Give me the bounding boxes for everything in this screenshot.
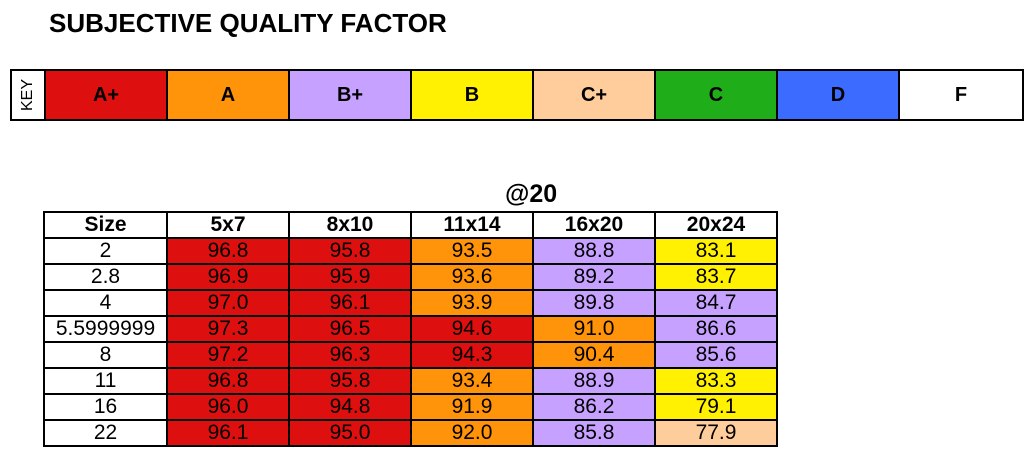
score-cell: 95.9 — [288, 263, 412, 291]
size-cell: 22 — [43, 419, 168, 447]
score-cell: 93.4 — [410, 367, 534, 395]
size-cell: 4 — [43, 289, 168, 317]
size-cell: 2 — [43, 237, 168, 265]
grade-swatch: C+ — [534, 71, 656, 119]
score-cell: 96.5 — [288, 315, 412, 343]
score-cell: 91.9 — [410, 393, 534, 421]
score-cell: 97.3 — [166, 315, 290, 343]
score-cell: 93.5 — [410, 237, 534, 265]
table-row: 4 97.0 96.1 93.9 89.8 84.7 — [43, 289, 778, 317]
grade-swatch: B+ — [290, 71, 412, 119]
score-cell: 86.6 — [654, 315, 778, 343]
score-cell: 95.0 — [288, 419, 412, 447]
score-cell: 96.1 — [166, 419, 290, 447]
score-cell: 96.9 — [166, 263, 290, 291]
quality-table: Size 5x7 8x10 11x14 16x20 20x24 2 96.8 95.… — [43, 211, 778, 447]
score-cell: 85.6 — [654, 341, 778, 369]
score-cell: 83.7 — [654, 263, 778, 291]
column-header: Size — [43, 211, 168, 239]
column-header: 11x14 — [410, 211, 534, 239]
table-row: 2.8 96.9 95.9 93.6 89.2 83.7 — [43, 263, 778, 291]
score-cell: 97.2 — [166, 341, 290, 369]
score-cell: 85.8 — [532, 419, 656, 447]
table-caption: @20 — [505, 180, 558, 208]
grade-swatch: D — [778, 71, 900, 119]
score-cell: 77.9 — [654, 419, 778, 447]
score-cell: 84.7 — [654, 289, 778, 317]
score-cell: 94.3 — [410, 341, 534, 369]
table-row: 5.5999999 97.3 96.5 94.6 91.0 86.6 — [43, 315, 778, 343]
score-cell: 91.0 — [532, 315, 656, 343]
key-label-text: KEY — [19, 78, 37, 112]
size-cell: 8 — [43, 341, 168, 369]
score-cell: 88.8 — [532, 237, 656, 265]
score-cell: 94.8 — [288, 393, 412, 421]
score-cell: 94.6 — [410, 315, 534, 343]
table-row: 22 96.1 95.0 92.0 85.8 77.9 — [43, 419, 778, 447]
score-cell: 83.3 — [654, 367, 778, 395]
score-cell: 95.8 — [288, 367, 412, 395]
score-cell: 96.8 — [166, 367, 290, 395]
column-header: 8x10 — [288, 211, 412, 239]
key-label: KEY — [12, 71, 46, 119]
score-cell: 88.9 — [532, 367, 656, 395]
score-cell: 95.8 — [288, 237, 412, 265]
size-cell: 11 — [43, 367, 168, 395]
score-cell: 89.8 — [532, 289, 656, 317]
table-row: 8 97.2 96.3 94.3 90.4 85.6 — [43, 341, 778, 369]
size-cell: 2.8 — [43, 263, 168, 291]
grade-key-bar: KEY A+ A B+ B C+ C D F — [10, 69, 1024, 121]
score-cell: 93.6 — [410, 263, 534, 291]
grade-swatch: A+ — [46, 71, 168, 119]
grade-swatch: C — [656, 71, 778, 119]
score-cell: 83.1 — [654, 237, 778, 265]
score-cell: 92.0 — [410, 419, 534, 447]
column-header: 20x24 — [654, 211, 778, 239]
column-header: 16x20 — [532, 211, 656, 239]
size-cell: 16 — [43, 393, 168, 421]
grade-swatch: F — [900, 71, 1022, 119]
table-row: 2 96.8 95.8 93.5 88.8 83.1 — [43, 237, 778, 265]
score-cell: 90.4 — [532, 341, 656, 369]
score-cell: 79.1 — [654, 393, 778, 421]
grade-swatch: B — [412, 71, 534, 119]
score-cell: 89.2 — [532, 263, 656, 291]
score-cell: 96.1 — [288, 289, 412, 317]
score-cell: 97.0 — [166, 289, 290, 317]
score-cell: 86.2 — [532, 393, 656, 421]
score-cell: 93.9 — [410, 289, 534, 317]
column-header: 5x7 — [166, 211, 290, 239]
grade-swatch: A — [168, 71, 290, 119]
table-row: 16 96.0 94.8 91.9 86.2 79.1 — [43, 393, 778, 421]
table-row: 11 96.8 95.8 93.4 88.9 83.3 — [43, 367, 778, 395]
table-header-row: Size 5x7 8x10 11x14 16x20 20x24 — [43, 211, 778, 239]
page-title: SUBJECTIVE QUALITY FACTOR — [49, 8, 447, 38]
size-cell: 5.5999999 — [43, 315, 168, 343]
score-cell: 96.8 — [166, 237, 290, 265]
score-cell: 96.3 — [288, 341, 412, 369]
score-cell: 96.0 — [166, 393, 290, 421]
